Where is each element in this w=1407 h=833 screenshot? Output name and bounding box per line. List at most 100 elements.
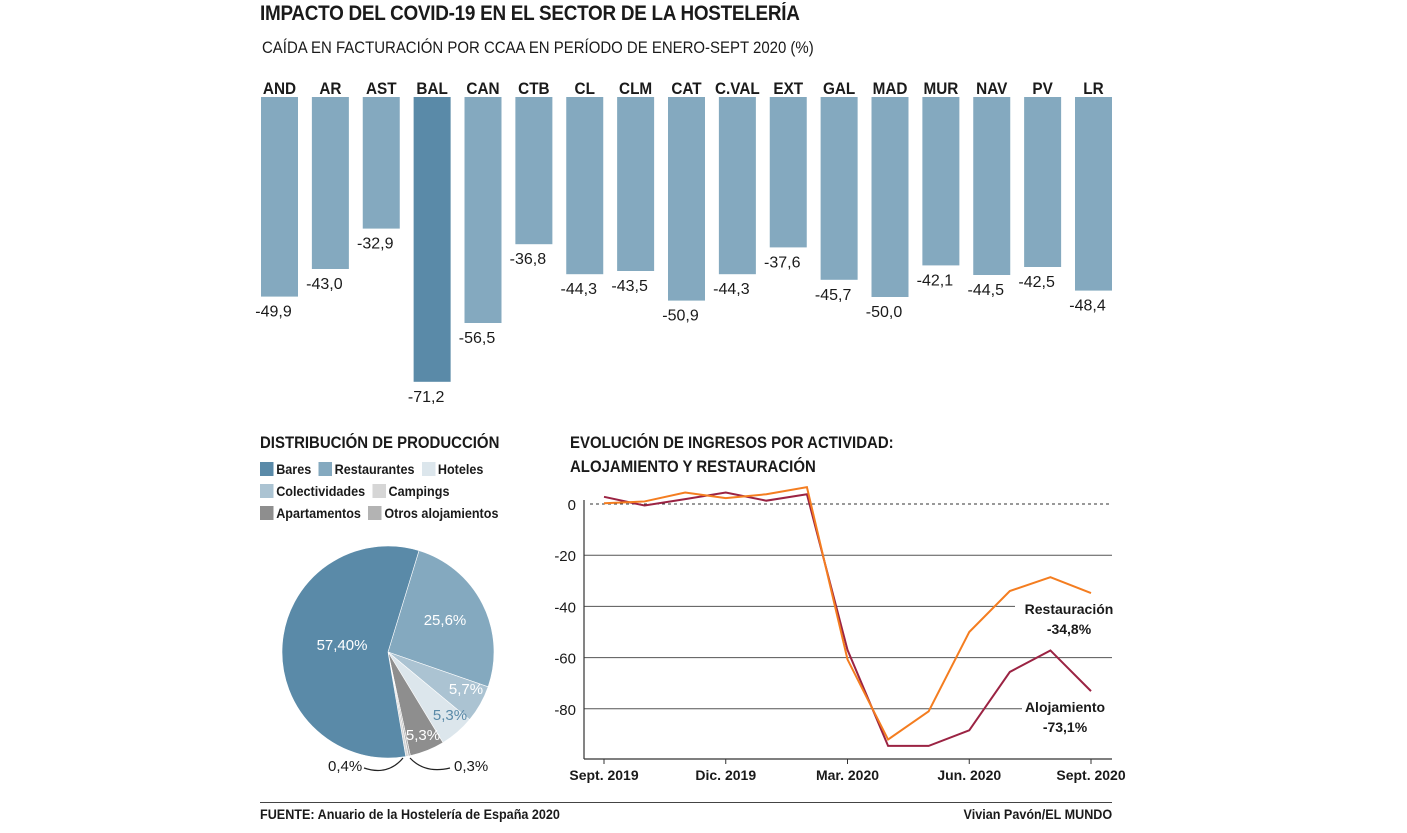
legend-swatch xyxy=(372,484,386,498)
bar-cl xyxy=(566,97,604,275)
bar-value-label: -56,5 xyxy=(459,330,496,347)
legend-row: Apartamentos Otros alojamientos xyxy=(260,502,521,524)
arrow-campings xyxy=(363,757,404,771)
bar-category-label: AR xyxy=(319,79,341,98)
pie-slice-label: 5,7% xyxy=(449,681,483,698)
bar-category-label: CAT xyxy=(671,79,701,98)
legend-swatch xyxy=(421,462,436,476)
bar-ext xyxy=(769,97,807,248)
legend-item: Colectividades xyxy=(260,483,365,499)
pie-slice-restaurantes xyxy=(387,550,495,688)
legend-label: Restaurantes xyxy=(334,461,415,477)
legend-item: Hoteles xyxy=(421,461,484,477)
bar-cat xyxy=(668,97,705,301)
legend-item: Restaurantes xyxy=(318,461,414,477)
bar-value-label: -43,5 xyxy=(611,278,648,295)
legend-swatch xyxy=(368,506,382,520)
legend-item: Apartamentos xyxy=(260,505,361,521)
legend-swatch xyxy=(318,462,332,476)
bar-ar xyxy=(311,97,349,269)
arrow-otros xyxy=(409,757,451,771)
x-tick-label: Jun. 2020 xyxy=(937,767,1001,783)
bar-value-label: -49,9 xyxy=(255,304,292,321)
x-tick-label: Dic. 2019 xyxy=(695,767,756,783)
bar-ast xyxy=(362,97,400,229)
bar-chart-title: CAÍDA EN FACTURACIÓN POR CCAA EN PERÍODO… xyxy=(262,38,814,57)
bar-value-label: -48,4 xyxy=(1069,298,1106,315)
footer-divider xyxy=(260,802,1112,803)
bar-category-label: CAN xyxy=(466,79,499,98)
legend-swatch xyxy=(260,484,274,498)
series-label: Alojamiento xyxy=(1025,699,1105,715)
bar-value-label: -50,9 xyxy=(662,308,699,325)
x-tick-label: Mar. 2020 xyxy=(816,767,879,783)
pie-label-campings: 0,4% xyxy=(328,758,362,775)
bar-category-label: GAL xyxy=(823,79,855,98)
bar-value-label: -42,5 xyxy=(1018,274,1055,291)
pie-chart-title: DISTRIBUCIÓN DE PRODUCCIÓN xyxy=(260,433,500,452)
line-chart-subtitle: ALOJAMIENTO Y RESTAURACIÓN xyxy=(570,457,816,476)
bar-and xyxy=(261,97,298,297)
legend-swatch xyxy=(260,506,274,520)
bar-value-label: -42,1 xyxy=(917,272,954,289)
line-chart-title: EVOLUCIÓN DE INGRESOS POR ACTIVIDAD: xyxy=(570,433,894,452)
bar-value-label: -45,7 xyxy=(815,287,852,304)
y-tick-label: -80 xyxy=(554,702,576,719)
legend-label: Hoteles xyxy=(437,461,484,477)
legend-item: Otros alojamientos xyxy=(368,505,498,521)
bar-gal xyxy=(820,97,858,280)
bar-category-label: CLM xyxy=(619,79,652,98)
legend-label: Otros alojamientos xyxy=(384,505,499,521)
pie-label-otros: 0,3% xyxy=(454,758,488,775)
y-tick-label: -40 xyxy=(554,599,576,616)
pie-slice-label: 5,3% xyxy=(406,727,440,744)
x-tick-label: Sept. 2020 xyxy=(1056,767,1125,783)
legend-label: Apartamentos xyxy=(276,505,361,521)
pie-slice-label: 25,6% xyxy=(424,612,467,629)
series-end-value: -73,1% xyxy=(1043,719,1088,735)
x-tick-label: Sept. 2019 xyxy=(569,767,638,783)
bar-ctb xyxy=(515,97,553,245)
bar-value-label: -50,0 xyxy=(866,304,903,321)
pie-slice-label: 5,3% xyxy=(433,707,467,724)
bar-category-label: NAV xyxy=(976,79,1007,98)
bar-value-label: -44,5 xyxy=(968,282,1005,299)
credit: Vivian Pavón/EL MUNDO xyxy=(963,806,1112,822)
line-alojamiento xyxy=(603,491,1092,747)
bar-category-label: MAD xyxy=(873,79,908,98)
bar-pv xyxy=(1024,97,1062,267)
page-title: IMPACTO DEL COVID-19 EN EL SECTOR DE LA … xyxy=(260,2,800,25)
bar-lr xyxy=(1075,97,1112,291)
bar-value-label: -44,3 xyxy=(561,281,598,298)
bar-cval xyxy=(718,97,756,275)
legend-row: Colectividades Campings xyxy=(260,480,521,502)
bar-value-label: -71,2 xyxy=(408,389,445,406)
bar-value-label: -36,8 xyxy=(510,251,547,268)
bar-mur xyxy=(922,97,960,266)
bar-value-label: -32,9 xyxy=(357,236,394,253)
y-tick-label: 0 xyxy=(568,497,576,514)
series-end-value: -34,8% xyxy=(1047,621,1092,637)
bar-value-label: -37,6 xyxy=(764,254,801,271)
bar-category-label: CL xyxy=(575,79,595,98)
legend-row: Bares Restaurantes Hoteles xyxy=(260,458,521,480)
bar-category-label: AND xyxy=(263,79,296,98)
y-tick-label: -60 xyxy=(554,651,576,668)
bar-category-label: PV xyxy=(1032,79,1053,98)
bar-category-label: BAL xyxy=(416,79,448,98)
series-label: Restauración xyxy=(1025,601,1114,617)
bar-category-label: LR xyxy=(1083,79,1104,98)
legend-label: Campings xyxy=(388,483,450,499)
source-note: FUENTE: Anuario de la Hostelería de Espa… xyxy=(260,806,560,822)
bar-clm xyxy=(617,97,655,271)
legend-item: Bares xyxy=(260,461,311,477)
legend-item: Campings xyxy=(372,483,449,499)
bar-category-label: EXT xyxy=(773,79,803,98)
line-restauración xyxy=(603,485,1092,741)
bar-nav xyxy=(973,97,1011,275)
bar-category-label: MUR xyxy=(923,79,958,98)
pie-legend: Bares Restaurantes Hoteles Colectividades Ca… xyxy=(260,458,550,524)
legend-label: Bares xyxy=(276,461,312,477)
y-tick-label: -20 xyxy=(554,548,576,565)
